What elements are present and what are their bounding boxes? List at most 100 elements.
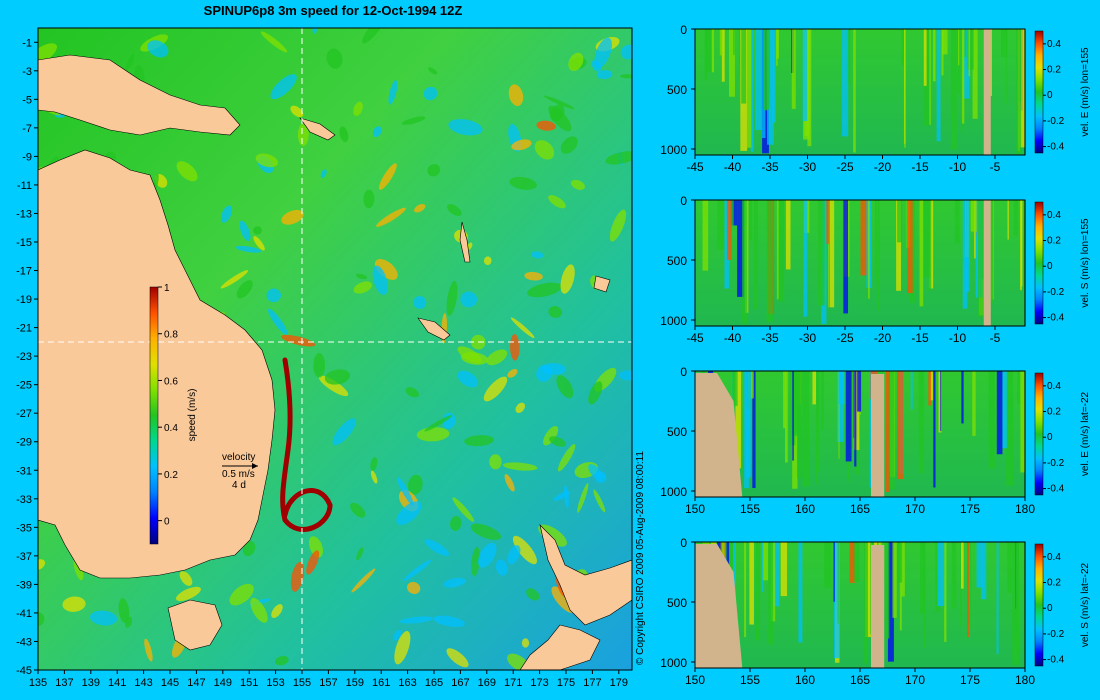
speed-eddy [515, 402, 526, 413]
arrow-head-icon [252, 463, 258, 469]
speed-eddy [502, 462, 538, 471]
east-australian-current [280, 357, 333, 532]
section-colorbar-tick-label: 0 [1047, 432, 1053, 443]
speed-eddy [570, 179, 585, 190]
new-zealand-south-land [519, 624, 601, 670]
section-streak [833, 542, 835, 602]
section-streak [768, 542, 774, 645]
section-colorbar-tick-label: 0.2 [1047, 407, 1061, 418]
section-streak [798, 542, 803, 643]
map-y-tick-label: -37 [16, 551, 32, 563]
velocity-key-label: velocity [222, 452, 255, 463]
map-y-tick-label: -35 [16, 522, 32, 534]
speed-eddy [313, 353, 326, 378]
speed-eddy [619, 74, 632, 79]
speed-eddy [413, 296, 427, 309]
speed-eddy [405, 387, 419, 398]
section-streak [929, 371, 934, 401]
section-streak [706, 29, 711, 72]
section-streak [747, 29, 752, 148]
section-streak [766, 200, 773, 322]
section-streak [762, 542, 764, 592]
speed-eddy [271, 604, 283, 618]
section-streak [923, 29, 927, 86]
speed-eddy [38, 43, 57, 67]
speed-eddy [394, 630, 411, 665]
speed-eddy [609, 209, 627, 242]
speed-colorbar-tick-label: 0.2 [164, 470, 178, 481]
map-y-tick-label: -45 [16, 665, 32, 677]
map-y-tick-label: -31 [16, 465, 32, 477]
section-x-tick-label: 155 [740, 502, 760, 516]
speed-eddy [242, 541, 256, 557]
section-streak [755, 29, 762, 131]
section-streak [976, 542, 983, 588]
section-y-tick-label: 500 [667, 254, 687, 268]
section-streak [733, 29, 735, 56]
section-streak [817, 371, 820, 473]
section-x-tick-label: -25 [836, 160, 854, 174]
speed-eddy [548, 105, 572, 132]
section-colorbar-tick-label: 0 [1047, 90, 1053, 101]
section-streak [897, 200, 903, 243]
section-streak [961, 371, 964, 424]
speed-eddy [351, 568, 376, 593]
map-x-tick-label: 135 [29, 677, 47, 689]
section-streak [824, 542, 832, 588]
section-streak [841, 29, 849, 137]
section-x-tick-label: -5 [990, 160, 1001, 174]
section-seafloor [871, 374, 885, 497]
map-y-tick-label: -7 [22, 123, 32, 135]
speed-eddy [175, 586, 201, 602]
map-x-tick-label: 139 [82, 677, 100, 689]
speed-eddy [350, 502, 366, 518]
section-streak [980, 542, 987, 600]
section-streak [773, 542, 780, 607]
section-y-tick-label: 0 [680, 194, 687, 208]
map-title: SPINUP6p8 3m speed for 12-Oct-1994 12Z [204, 3, 463, 18]
section-streak [784, 371, 788, 463]
speed-eddy [556, 375, 574, 399]
section-y-tick-label: 500 [667, 425, 687, 439]
section-streak [885, 542, 890, 639]
section-streak [1018, 29, 1025, 148]
speed-eddy [268, 308, 288, 335]
section-streak [901, 29, 904, 66]
section-x-tick-label: -15 [911, 331, 929, 345]
section-streak [961, 29, 965, 124]
map-x-tick-label: 177 [583, 677, 601, 689]
speed-eddy [464, 435, 495, 447]
speed-eddy [594, 37, 612, 68]
speed-eddy [370, 470, 378, 484]
map-y-tick-label: -27 [16, 408, 32, 420]
speed-eddy [353, 281, 372, 294]
section-x-tick-label: -15 [911, 160, 929, 174]
section-streak [918, 371, 925, 474]
section-streak [828, 200, 835, 308]
section-streak [910, 371, 913, 410]
map-x-tick-label: 155 [293, 677, 311, 689]
section-streak [877, 200, 880, 311]
map-x-tick-label: 171 [504, 677, 522, 689]
section-streak [837, 542, 839, 624]
speed-eddy [38, 559, 46, 570]
section-streak [1016, 29, 1022, 154]
map-axes: 135 137 139 141 143 145 147 149 151 153 155 157 159 1… [16, 37, 628, 689]
section-streak [868, 200, 870, 299]
section-seafloor [871, 545, 885, 668]
section-streak [933, 371, 936, 488]
speed-colorbar-label: speed (m/s) [187, 389, 198, 442]
section-x-tick-label: -40 [724, 331, 742, 345]
section-streak [896, 200, 901, 291]
speed-eddy [605, 151, 632, 165]
section-colorbar-tick-label: -0.4 [1047, 484, 1065, 495]
section-x-tick-label: 175 [960, 673, 980, 687]
section-colorbar-label: vel. E (m/s) lat=-22 [1080, 391, 1091, 476]
speed-colorbar-tick-label: 0.6 [164, 376, 178, 387]
map-x-tick-label: 175 [557, 677, 575, 689]
section-streak [843, 200, 849, 314]
section-streak [972, 371, 976, 436]
speed-eddy [510, 317, 535, 339]
section-colorbar-tick-label: 0.2 [1047, 236, 1061, 247]
speed-eddy [353, 101, 363, 116]
